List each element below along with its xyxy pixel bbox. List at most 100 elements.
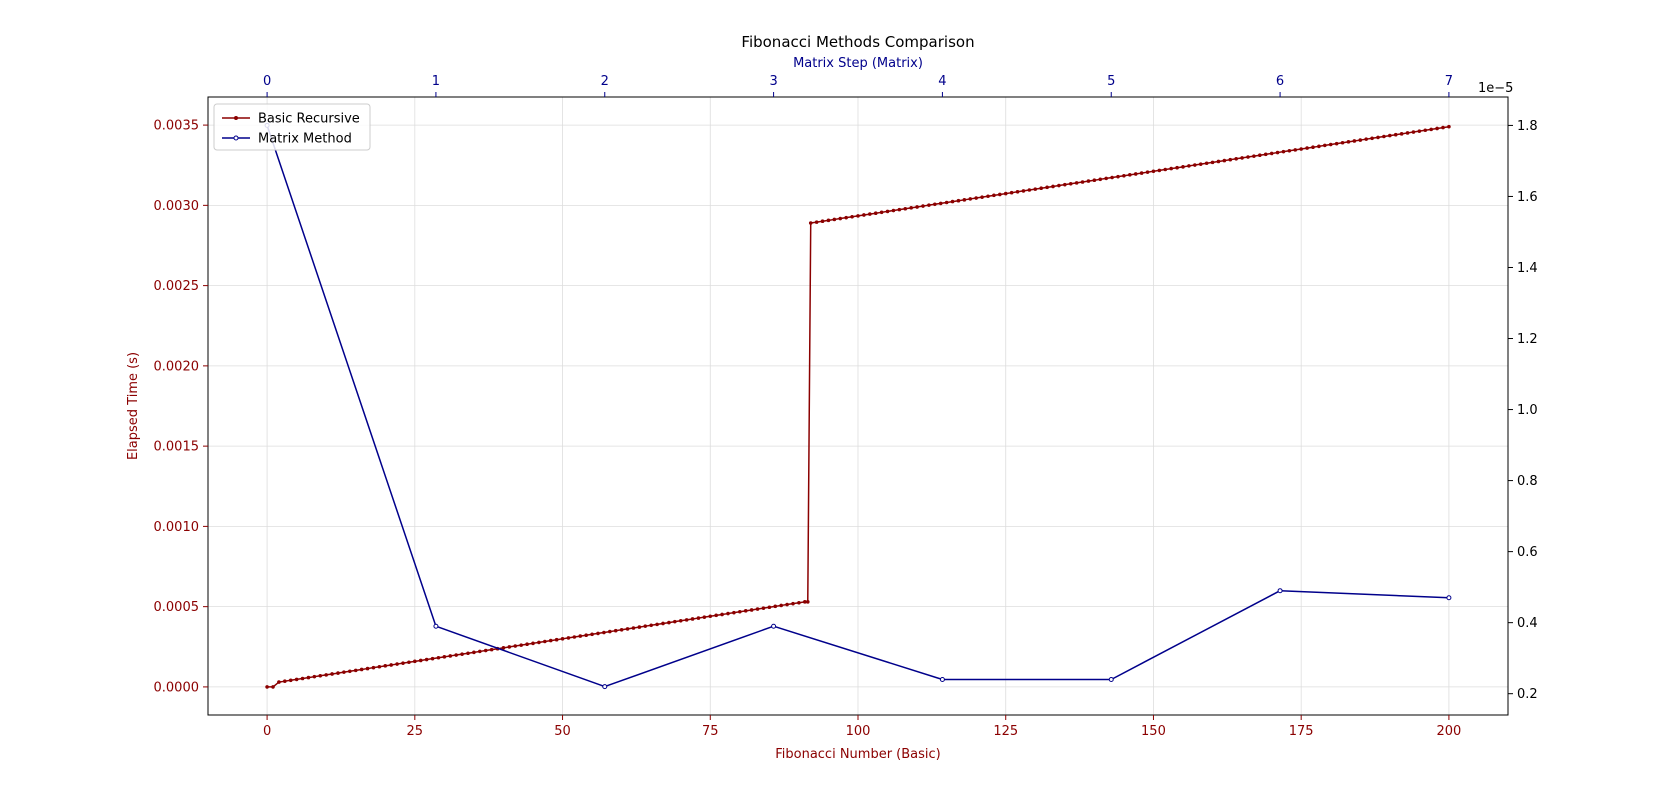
y-tick-label: 0.0015 bbox=[154, 440, 200, 455]
basic-recursive-point bbox=[1009, 190, 1014, 195]
basic-recursive-point bbox=[1139, 171, 1144, 175]
basic-recursive-point bbox=[1187, 164, 1191, 168]
top-x-axis-label: Matrix Step (Matrix) bbox=[793, 56, 923, 71]
basic-recursive-point bbox=[1057, 183, 1061, 188]
basic-recursive-point bbox=[938, 201, 943, 206]
basic-recursive-point bbox=[862, 213, 866, 217]
basic-recursive-point bbox=[1027, 188, 1032, 192]
basic-recursive-point bbox=[998, 192, 1002, 197]
basic-recursive-point bbox=[1411, 130, 1416, 134]
basic-recursive-point bbox=[933, 202, 937, 207]
basic-recursive-point bbox=[359, 667, 364, 672]
basic-recursive-point bbox=[572, 635, 577, 639]
basic-recursive-point bbox=[1098, 177, 1103, 182]
chart-title: Fibonacci Methods Comparison bbox=[741, 33, 974, 51]
basic-recursive-point bbox=[1429, 127, 1433, 132]
basic-recursive-point bbox=[1193, 163, 1197, 167]
basic-recursive-point bbox=[501, 646, 506, 650]
basic-recursive-point bbox=[749, 608, 754, 612]
top-x-tick-label: 3 bbox=[769, 74, 777, 89]
basic-recursive-point bbox=[1305, 146, 1309, 150]
basic-recursive-point bbox=[1328, 142, 1333, 147]
basic-recursive-point bbox=[365, 666, 370, 671]
basic-recursive-point bbox=[673, 619, 677, 624]
x-tick-label: 50 bbox=[554, 724, 571, 739]
matrix-method-point bbox=[1108, 676, 1114, 682]
basic-recursive-point bbox=[1021, 189, 1026, 193]
basic-recursive-point bbox=[873, 211, 878, 215]
basic-recursive-point bbox=[424, 657, 429, 662]
right-y-tick-label: 0.2 bbox=[1517, 687, 1538, 702]
y-tick-label: 0.0025 bbox=[154, 279, 200, 294]
basic-recursive-point bbox=[649, 623, 653, 628]
basic-recursive-point bbox=[814, 220, 819, 224]
basic-recursive-point bbox=[986, 194, 990, 199]
basic-recursive-point bbox=[590, 632, 594, 637]
basic-recursive-point bbox=[306, 675, 311, 680]
right-y-tick-label: 1.8 bbox=[1517, 119, 1538, 134]
basic-recursive-point bbox=[808, 221, 813, 225]
basic-recursive-point bbox=[992, 193, 996, 198]
basic-recursive-point bbox=[1128, 173, 1132, 177]
basic-recursive-point bbox=[613, 628, 618, 633]
basic-recursive-point bbox=[1317, 144, 1321, 149]
basic-recursive-point bbox=[277, 680, 281, 684]
basic-recursive-point bbox=[1258, 153, 1262, 158]
basic-recursive-point bbox=[1334, 141, 1339, 146]
basic-recursive-point bbox=[531, 641, 535, 646]
basic-recursive-point bbox=[637, 625, 642, 629]
x-tick-label: 25 bbox=[407, 724, 424, 739]
basic-recursive-point bbox=[353, 668, 358, 673]
right-y-tick-label: 1.0 bbox=[1517, 403, 1538, 418]
matrix-method-point bbox=[433, 623, 439, 629]
basic-recursive-point bbox=[921, 204, 925, 208]
basic-recursive-point bbox=[560, 637, 565, 641]
basic-recursive-point bbox=[838, 216, 843, 221]
basic-recursive-point bbox=[667, 620, 671, 625]
y-axis-label: Elapsed Time (s) bbox=[126, 352, 141, 460]
basic-recursive-point bbox=[944, 200, 949, 205]
basic-recursive-point bbox=[803, 600, 807, 604]
basic-recursive-point bbox=[324, 673, 328, 677]
matrix-method-point bbox=[1446, 595, 1452, 601]
basic-recursive-point bbox=[1033, 187, 1038, 191]
basic-recursive-point bbox=[525, 642, 529, 647]
basic-recursive-point bbox=[507, 645, 512, 649]
basic-recursive-point bbox=[1346, 140, 1351, 144]
basic-recursive-point bbox=[1340, 140, 1345, 145]
basic-recursive-point bbox=[690, 617, 695, 621]
basic-recursive-point bbox=[513, 644, 518, 648]
basic-recursive-point bbox=[962, 198, 967, 202]
basic-recursive-point bbox=[1299, 147, 1303, 151]
basic-recursive-point bbox=[743, 609, 748, 613]
basic-recursive-point bbox=[903, 206, 908, 211]
grid-layer bbox=[208, 97, 1508, 715]
basic-recursive-point bbox=[1092, 178, 1097, 182]
basic-recursive-point bbox=[283, 679, 287, 683]
basic-recursive-point bbox=[909, 206, 913, 210]
basic-recursive-point bbox=[619, 627, 624, 632]
basic-recursive-point bbox=[554, 637, 559, 642]
basic-recursive-point bbox=[342, 670, 346, 674]
basic-recursive-point bbox=[678, 618, 683, 623]
basic-recursive-point bbox=[755, 607, 760, 611]
basic-recursive-point bbox=[383, 664, 388, 668]
basic-recursive-point bbox=[1269, 151, 1274, 156]
basic-recursive-point bbox=[1157, 168, 1162, 173]
basic-recursive-point bbox=[927, 203, 931, 207]
basic-recursive-point bbox=[1104, 176, 1108, 181]
basic-recursive-point bbox=[1240, 156, 1244, 160]
basic-recursive-point bbox=[684, 618, 689, 622]
basic-recursive-point bbox=[318, 673, 323, 678]
basic-recursive-point bbox=[844, 215, 848, 220]
basic-recursive-point bbox=[1447, 124, 1451, 129]
basic-recursive-point bbox=[1417, 129, 1422, 133]
basic-recursive-point bbox=[371, 665, 376, 670]
basic-recursive-point bbox=[980, 195, 984, 199]
basic-recursive-point bbox=[726, 611, 730, 616]
basic-recursive-point bbox=[856, 214, 860, 218]
basic-recursive-point bbox=[797, 600, 801, 605]
basic-recursive-point bbox=[1352, 139, 1357, 143]
basic-recursive-point bbox=[312, 674, 317, 679]
